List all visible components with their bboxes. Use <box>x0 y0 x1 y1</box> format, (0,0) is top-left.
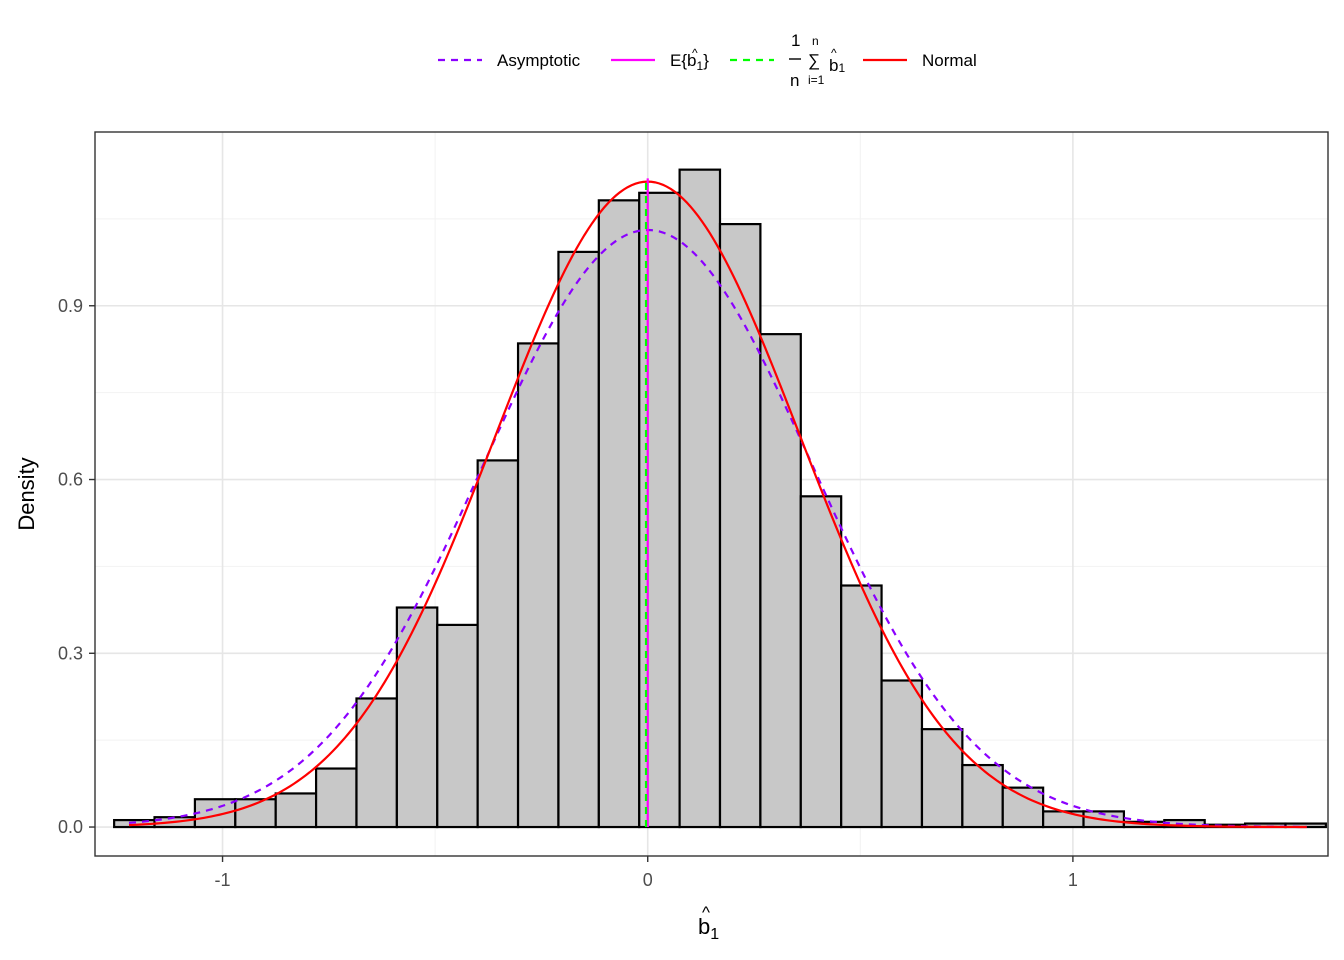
histogram-bar <box>557 250 600 829</box>
plot-panel <box>94 131 1329 857</box>
legend-sample-mean-sum-bottom: i=1 <box>808 73 825 87</box>
histogram-bar <box>880 679 924 829</box>
x-tick-label: 1 <box>1068 870 1078 890</box>
x-axis: -1 0 1 <box>215 856 1078 890</box>
x-axis-title-hat: ^ <box>702 903 710 922</box>
x-axis-title: ^ b1 <box>698 903 719 943</box>
x-axis-title-subscript: 1 <box>710 926 719 943</box>
legend-sample-mean-subscript: 1 <box>838 61 845 75</box>
reference-lines <box>644 178 649 828</box>
y-axis: 0.0 0.3 0.6 0.9 <box>58 296 95 837</box>
legend-sample-mean-sum: ∑ <box>808 51 820 70</box>
histogram-bar <box>436 623 479 829</box>
legend-item-sample-mean: 1 n n ∑ i=1 ^ b1 <box>730 31 845 90</box>
legend-label-asymptotic: Asymptotic <box>497 51 581 70</box>
histogram-bar <box>799 495 843 829</box>
asymptotic-density-curve <box>128 228 1307 828</box>
x-tick-label: 0 <box>643 870 653 890</box>
legend-sample-mean-denominator: n <box>790 71 799 90</box>
legend-item-asymptotic: Asymptotic <box>438 51 581 70</box>
legend-sample-mean-hat: ^ <box>831 46 837 60</box>
histogram-bar <box>314 767 358 829</box>
legend-expectation-subscript: 1 <box>697 59 704 73</box>
density-curves <box>128 180 1307 829</box>
legend-item-normal: Normal <box>863 51 977 70</box>
histogram-bar <box>961 763 1004 829</box>
y-tick-label: 0.0 <box>58 817 83 837</box>
histogram-bars <box>113 168 1327 829</box>
legend-label-normal: Normal <box>922 51 977 70</box>
histogram-bar <box>274 792 318 829</box>
legend-sample-mean-sum-top: n <box>812 34 819 48</box>
y-tick-label: 0.9 <box>58 296 83 316</box>
legend-sample-mean-base: b1 <box>829 56 845 75</box>
y-tick-label: 0.6 <box>58 470 83 490</box>
x-tick-label: -1 <box>215 870 231 890</box>
y-axis-title: Density <box>14 457 39 530</box>
histogram-bar <box>1001 786 1045 829</box>
histogram-bar <box>718 222 762 829</box>
histogram-bar <box>678 168 722 829</box>
legend-expectation-hat: ^ <box>692 46 698 60</box>
histogram-bar <box>597 199 641 829</box>
legend-label-expectation: E{b1} <box>670 51 709 73</box>
histogram-bar <box>355 697 398 829</box>
legend-sample-mean-numerator: 1 <box>791 31 800 50</box>
x-axis-title-text: b1 <box>698 914 719 943</box>
histogram-bar <box>476 459 520 829</box>
panel-border <box>94 131 1329 857</box>
normal-density-curve <box>128 180 1307 829</box>
histogram-bar <box>1042 810 1085 829</box>
histogram-bar <box>395 606 439 829</box>
histogram-bar <box>840 584 883 829</box>
y-tick-label: 0.3 <box>58 643 83 663</box>
histogram-bar <box>516 342 560 829</box>
histogram-bar <box>759 333 802 829</box>
legend-item-expectation: E{b1} ^ <box>611 46 709 73</box>
legend: Asymptotic E{b1} ^ 1 n n ∑ i=1 ^ b1 Norm… <box>438 31 977 90</box>
